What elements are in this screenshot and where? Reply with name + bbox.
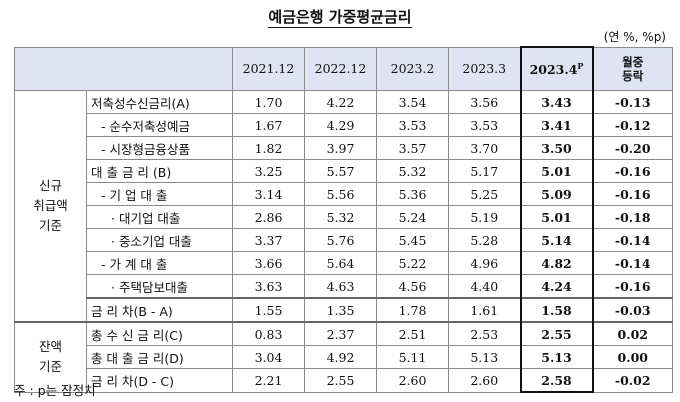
table-row: - 시장형금융상품 1.82 3.97 3.57 3.70 3.50 -0.20 [15, 136, 673, 160]
col-2023-2: 2023.2 [376, 46, 449, 91]
col-2023-4: 2023.4P [519, 46, 594, 91]
table-row: 금 리 차(D - C) 2.21 2.55 2.60 2.60 2.58 -0… [15, 368, 673, 393]
row-label: 금 리 차(D - C) [86, 368, 233, 393]
document-title: 예금은행 가중평균금리 [268, 8, 412, 28]
table-row: - 순수저축성예금 1.67 4.29 3.53 3.53 3.41 -0.12 [15, 113, 673, 137]
row-label: - 시장형금융상품 [86, 136, 233, 160]
group-balance-basis: 잔액 기준 [14, 321, 87, 393]
row-label: 총 대 출 금 리(D) [86, 345, 233, 369]
table-row: · 주택담보대출 3.63 4.63 4.56 4.40 4.24 -0.16 [15, 274, 673, 299]
unit-label: (연 %, %p) [603, 30, 666, 44]
table-row: 신규 취급액 기준 저축성수신금리(A) 1.70 4.22 3.54 3.56… [14, 90, 673, 323]
table-row: 금 리 차(B - A) 1.55 1.35 1.78 1.61 1.58 -0… [15, 297, 673, 323]
row-label: - 순수저축성예금 [86, 113, 233, 137]
row-label: 금 리 차(B - A) [86, 297, 233, 323]
table-row: · 대기업 대출 2.86 5.32 5.24 5.19 5.01 -0.18 [15, 205, 673, 229]
row-label: - 가 계 대 출 [86, 251, 233, 275]
table-row: - 기 업 대 출 3.14 5.56 5.36 5.25 5.09 -0.16 [15, 182, 673, 206]
table-row: 대 출 금 리 (B) 3.25 5.57 5.32 5.17 5.01 -0.… [15, 159, 673, 183]
footnote: 주 : p는 잠정치 [14, 383, 96, 398]
prelim-mark: P [577, 60, 584, 71]
row-label: 총 수 신 금 리(C) [86, 321, 233, 346]
table-row: · 중소기업 대출 3.37 5.76 5.45 5.28 5.14 -0.14 [15, 228, 673, 252]
row-label: · 대기업 대출 [86, 205, 233, 229]
col-2022-12: 2022.12 [304, 46, 377, 91]
header-blank [14, 46, 233, 91]
row-label: · 주택담보대출 [86, 274, 233, 299]
row-label: · 중소기업 대출 [86, 228, 233, 252]
table-row: 잔액 기준 총 수 신 금 리(C) 0.83 2.37 2.51 2.53 2… [14, 321, 673, 393]
row-label: 저축성수신금리(A) [86, 90, 233, 114]
col-2021-12: 2021.12 [232, 46, 305, 91]
col-2023-3: 2023.3 [448, 46, 521, 91]
row-label: - 기 업 대 출 [86, 182, 233, 206]
table-row: 총 대 출 금 리(D) 3.04 4.92 5.11 5.13 5.13 0.… [15, 345, 673, 369]
row-label: 대 출 금 리 (B) [86, 159, 233, 183]
group-new-basis: 신규 취급액 기준 [14, 90, 87, 323]
table-row: - 가 계 대 출 3.66 5.64 5.22 4.96 4.82 -0.14 [15, 251, 673, 275]
col-monthly-change: 월중 등락 [592, 46, 673, 91]
header-row: 2021.12 2022.12 2023.2 2023.3 2023.4P 월중… [14, 46, 673, 91]
interest-rate-table: 2021.12 2022.12 2023.2 2023.3 2023.4P 월중… [14, 46, 673, 393]
